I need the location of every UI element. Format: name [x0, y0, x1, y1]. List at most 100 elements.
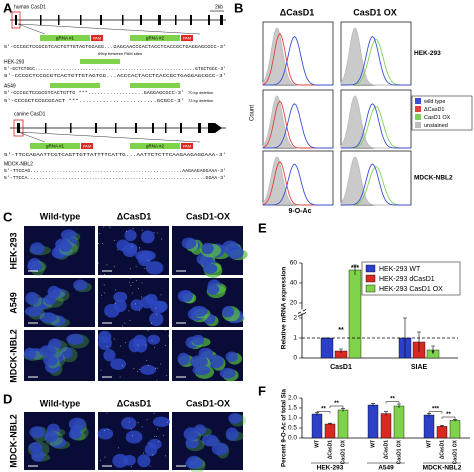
x-tick-label: ΔCasD1	[383, 440, 389, 459]
pam-box	[81, 143, 93, 149]
legend-swatch	[415, 122, 421, 128]
exon	[165, 123, 167, 133]
y-axis-label: Relative mRNA expression	[281, 267, 288, 350]
x-tick-label: WT	[370, 440, 376, 448]
pam-label: PAM	[183, 143, 191, 148]
significance: **	[334, 401, 339, 407]
stain-dot	[109, 225, 111, 227]
stain-dot	[143, 452, 145, 454]
column-header: Wild-type	[40, 211, 80, 221]
grna-label: gRNA #2	[146, 143, 165, 148]
stain-dot	[154, 346, 156, 348]
row-label: HEK-293	[8, 232, 18, 269]
significance: **	[390, 397, 395, 403]
stain-dot	[164, 329, 166, 331]
stain-dot	[130, 466, 132, 468]
gene-name: human CasD1	[14, 4, 46, 10]
stain-dot	[167, 335, 169, 337]
stain-dot	[130, 428, 132, 430]
legend-swatch	[365, 284, 376, 293]
stain-dot	[131, 292, 133, 294]
stain-dot	[129, 421, 131, 423]
gene-name: canine CasD1	[14, 111, 46, 117]
stain-dot	[138, 368, 140, 370]
histogram-curve	[341, 103, 411, 149]
error-bar	[440, 425, 444, 428]
stain-dot	[137, 288, 139, 290]
stain-dot	[140, 296, 142, 298]
error-bar	[453, 419, 457, 422]
stain-dot	[141, 426, 143, 428]
panel-letter: C	[3, 209, 13, 224]
exon	[208, 15, 210, 25]
bar	[423, 414, 435, 439]
bar	[324, 423, 336, 439]
legend-label: unstained	[424, 123, 448, 129]
deletion-note: 73 bp deletion	[188, 98, 213, 103]
nucleus	[103, 349, 116, 362]
stain-dot	[117, 249, 119, 251]
sequence: 5'-CCCGCTCCGCGTCACTGTTG ***.............…	[4, 91, 184, 96]
stain-dot	[137, 344, 139, 346]
stain-dot	[122, 365, 124, 367]
stain-dot	[122, 325, 124, 327]
stain-dot	[139, 248, 141, 250]
stain-dot	[102, 242, 104, 244]
grna-bar	[80, 59, 120, 64]
row-label: A549	[8, 292, 18, 314]
nucleus	[43, 355, 58, 366]
stain-dot	[132, 435, 134, 437]
stain-dot	[147, 442, 149, 444]
nucleus	[211, 442, 228, 456]
axis-label: 9-O-Ac	[289, 208, 312, 215]
nucleus	[31, 449, 45, 462]
y-tick-label: 1	[293, 335, 297, 342]
column-header: ΔCasD1	[280, 7, 314, 17]
nucleus	[201, 434, 219, 447]
panel-letter: A	[3, 0, 13, 15]
y-tick-label: 0.0	[288, 435, 297, 442]
pam-label: PAM	[83, 143, 91, 148]
stain-dot	[129, 319, 131, 321]
nucleus	[201, 242, 214, 255]
error-bar	[353, 264, 357, 275]
exon	[15, 15, 17, 25]
error-bar	[417, 331, 421, 352]
pam-label: PAM	[183, 35, 191, 40]
stain-dot	[134, 303, 136, 305]
nucleus	[153, 300, 168, 313]
stain-dot	[119, 345, 121, 347]
significance-bracket	[316, 411, 331, 414]
stain-dot	[164, 344, 166, 346]
panel-letter: F	[258, 383, 266, 398]
stain-dot	[131, 245, 133, 247]
stain-dot	[104, 456, 106, 458]
grna-label: gRNA #1	[56, 35, 75, 40]
cell-line: HEK-293	[4, 59, 25, 65]
axis-label: Count	[250, 105, 256, 121]
nucleus	[219, 367, 236, 379]
stain-dot	[154, 435, 156, 437]
x-tick-label: SIAE	[411, 364, 428, 371]
nucleus	[39, 345, 57, 357]
y-tick-label: 2.0	[288, 395, 297, 402]
nucleus	[23, 347, 37, 360]
stain-dot	[109, 227, 111, 229]
significance: **	[321, 407, 326, 413]
stain-dot	[153, 412, 155, 414]
legend-label: CasD1 OX	[424, 115, 451, 121]
stain-dot	[139, 309, 141, 311]
nucleus	[110, 358, 127, 370]
x-tick-label: WT	[314, 440, 320, 448]
stain-dot	[155, 435, 157, 437]
stain-dot	[147, 364, 149, 366]
nucleus	[183, 427, 199, 441]
bar	[320, 337, 334, 359]
error-bar	[431, 345, 435, 354]
stain-dot	[130, 277, 132, 279]
legend-label: ΔCasD1	[424, 107, 445, 113]
stain-dot	[133, 368, 135, 370]
exon	[152, 123, 154, 133]
legend-frame	[361, 261, 461, 296]
nucleus	[225, 427, 239, 441]
